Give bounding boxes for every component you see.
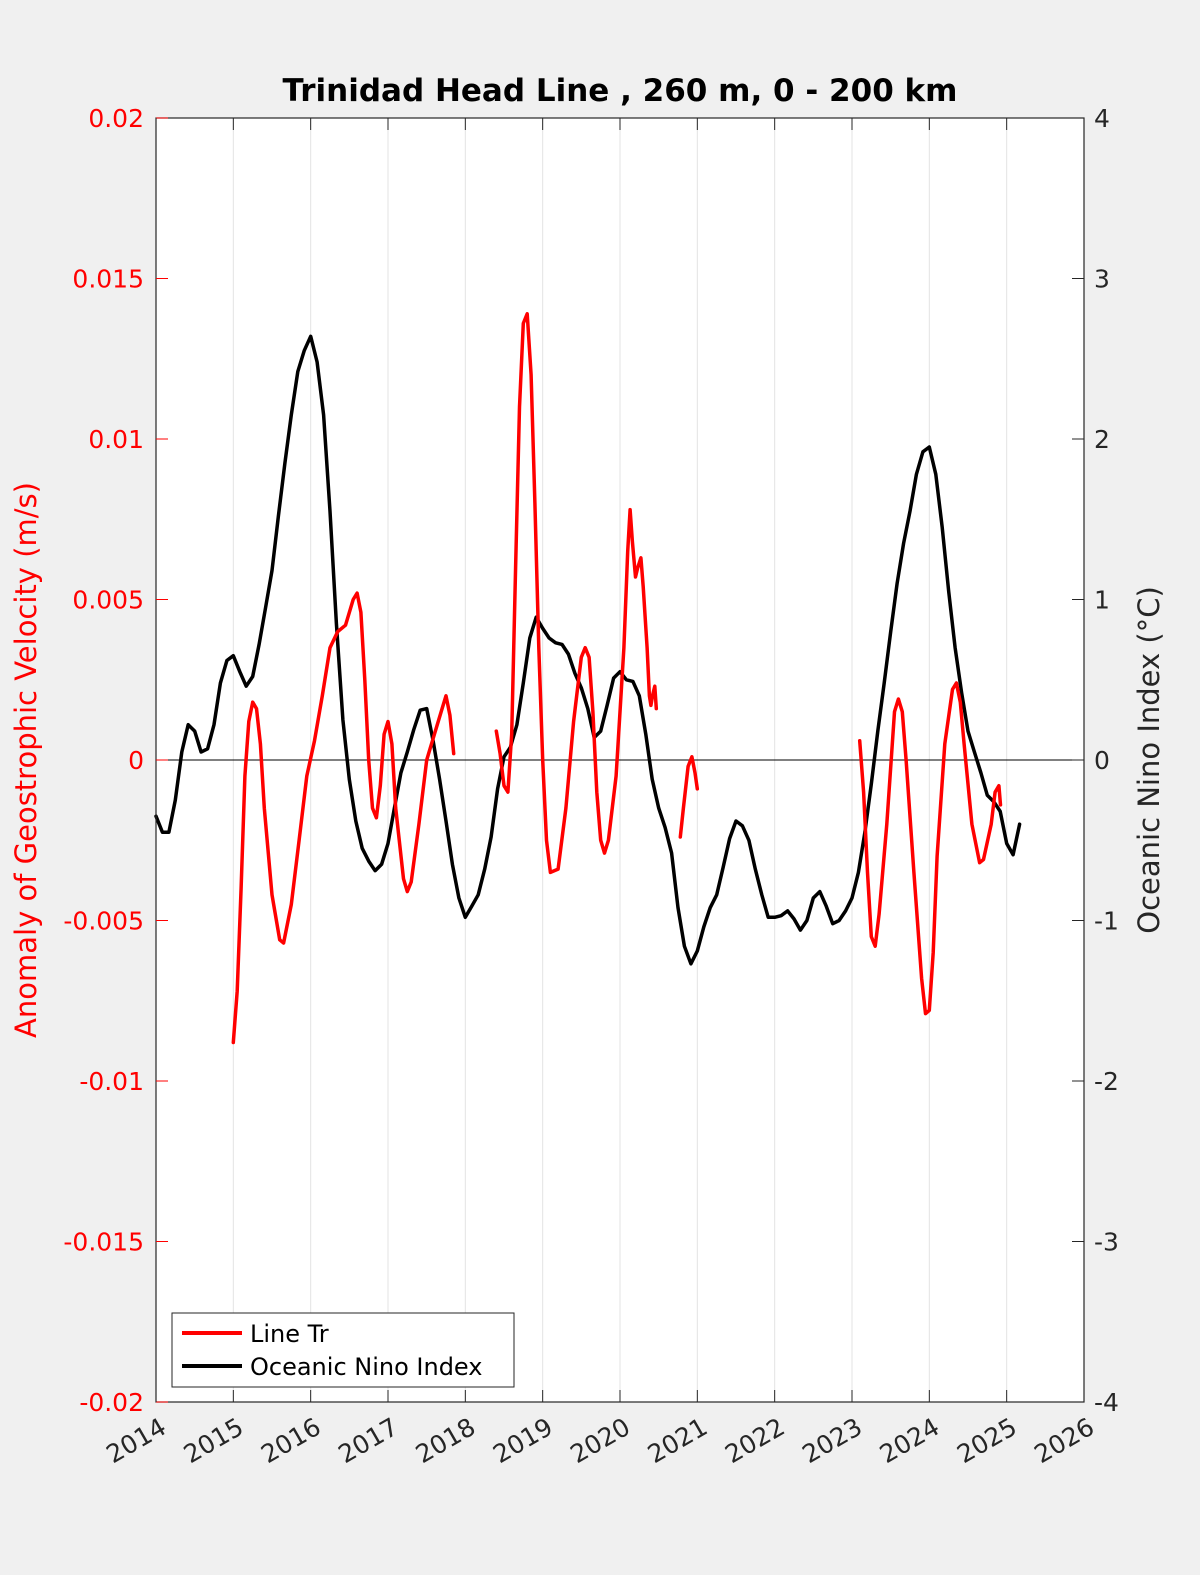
y-tick-label-right: -3: [1094, 1228, 1119, 1257]
y-tick-label-left: 0.02: [88, 104, 144, 133]
x-tick-label: 2020: [565, 1412, 635, 1469]
right-axis: 4 3 2 1 0 -1 -2 -3 -4: [1072, 104, 1119, 1417]
y-tick-label-left: 0.01: [88, 425, 144, 454]
series-line-tr: [494, 312, 659, 875]
y-axis-label-right: Oceanic Nino Index (°C): [1132, 586, 1166, 934]
legend: Line Tr Oceanic Nino Index: [171, 1312, 515, 1388]
series-line-tr: [231, 591, 456, 1045]
y-tick-label-left: 0.005: [72, 586, 144, 615]
x-tick-label: 2023: [797, 1412, 867, 1469]
x-tick-label: 2019: [488, 1412, 558, 1469]
series-oni: [154, 334, 1022, 966]
y-tick-label-right: 0: [1094, 746, 1110, 775]
legend-label-oni: Oceanic Nino Index: [250, 1353, 482, 1381]
y-tick-label-right: 2: [1094, 425, 1110, 454]
y-tick-label-right: 3: [1094, 265, 1110, 294]
legend-label-line-tr: Line Tr: [250, 1320, 329, 1348]
legend-box: [171, 1312, 515, 1388]
y-tick-label-left: 0.015: [72, 265, 144, 294]
x-tick-label: 2017: [333, 1412, 403, 1469]
x-tick-label: 2025: [952, 1412, 1022, 1469]
x-tick-label: 2016: [256, 1412, 326, 1469]
y-tick-label-right: 1: [1094, 586, 1110, 615]
series-line-tr: [857, 681, 1003, 1016]
x-tick-label: 2014: [101, 1412, 171, 1469]
series-line-tr: [678, 755, 700, 839]
x-tick-label: 2015: [179, 1412, 249, 1469]
y-tick-label-right: -2: [1094, 1067, 1119, 1096]
y-tick-label-right: -4: [1094, 1388, 1119, 1417]
y-axis-label-left: Anomaly of Geostrophic Velocity (m/s): [9, 482, 43, 1038]
x-tick-label: 2018: [411, 1412, 481, 1469]
y-tick-label-right: -1: [1094, 907, 1119, 936]
y-tick-label-left: 0: [128, 746, 144, 775]
x-tick-label: 2021: [643, 1412, 713, 1469]
y-tick-label-left: -0.015: [63, 1228, 144, 1257]
x-tick-label: 2026: [1029, 1412, 1099, 1469]
y-tick-label-left: -0.02: [79, 1388, 144, 1417]
x-tick-label: 2022: [720, 1412, 790, 1469]
x-tick-label: 2024: [875, 1412, 945, 1469]
y-tick-label-left: -0.005: [63, 907, 144, 936]
chart-title: Trinidad Head Line , 260 m, 0 - 200 km: [283, 73, 958, 109]
series-layer: [154, 312, 1022, 1045]
y-tick-label-right: 4: [1094, 104, 1110, 133]
left-axis: 0.02 0.015 0.01 0.005 0 -0.005 -0.01 -0.015 -0.0…: [63, 104, 168, 1417]
y-tick-label-left: -0.01: [79, 1067, 144, 1096]
